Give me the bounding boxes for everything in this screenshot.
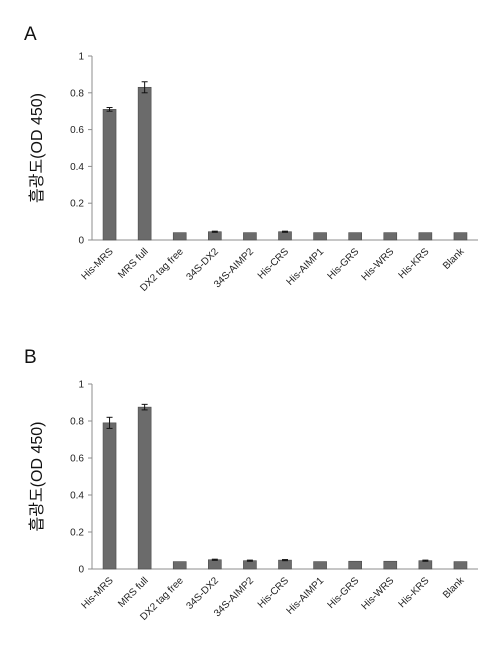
x-tick-label: Blank (441, 246, 467, 272)
x-tick-label: His-CRS (256, 246, 292, 282)
bar (383, 560, 398, 570)
bar (137, 406, 152, 570)
bar (137, 86, 152, 241)
y-tick-label: 1 (78, 52, 84, 63)
y-tick-label: 0.6 (70, 454, 84, 465)
y-tick-label: 1 (78, 380, 84, 391)
bar (102, 422, 117, 570)
bar (418, 560, 433, 570)
y-tick-label: 0.4 (70, 491, 84, 502)
y-tick-label: 0.8 (70, 417, 84, 428)
y-tick-label: 0.4 (70, 162, 84, 173)
x-tick-label: 34S-DX2 (184, 575, 221, 612)
x-tick-label: His-KRS (397, 246, 432, 281)
x-tick-label: His-MRS (80, 246, 116, 282)
x-tick-label: His-WRS (360, 246, 397, 283)
x-tick-label: His-CRS (256, 575, 292, 611)
x-tick-label: MRS full (116, 246, 151, 281)
bar (313, 232, 327, 241)
bar (418, 232, 433, 241)
bar (453, 561, 468, 570)
bar (208, 559, 222, 570)
y-tick-label: 0.2 (70, 528, 84, 539)
y-tick-label: 0.2 (70, 199, 84, 210)
bar (348, 232, 362, 241)
chart-panel-a: A 0 0.2 0.4 0.6 0.8 1 흡광도(OD 450) His-MRS MRS ful… (24, 24, 478, 294)
bar (172, 561, 187, 570)
x-tick-label: His-KRS (397, 575, 432, 610)
y-tick-label: 0 (78, 236, 84, 247)
bar (243, 232, 257, 241)
bar (453, 232, 468, 241)
x-tick-label: 34S-DX2 (184, 246, 221, 283)
x-tick-label: His-MRS (80, 575, 116, 611)
bar (278, 559, 292, 570)
bar (348, 560, 362, 570)
y-tick-label: 0.8 (70, 88, 84, 99)
x-tick-label: His-WRS (360, 575, 397, 612)
x-tick-label: His-AIMP1 (285, 246, 327, 288)
panel-letter: A (24, 24, 37, 45)
panel-letter: B (24, 347, 37, 368)
bar (278, 231, 292, 241)
x-tick-label: Blank (441, 575, 467, 601)
bar (102, 109, 117, 241)
chart-panel-b: B 0 0.2 0.4 0.6 0.8 1 흡광도(OD 450) His-MRS MRS ful… (24, 347, 478, 623)
x-tick-label: His-GRS (326, 246, 362, 282)
bar (383, 232, 398, 241)
y-tick-label: 0.6 (70, 125, 84, 136)
y-axis-label: 흡광도(OD 450) (28, 93, 46, 203)
x-tick-label: His-AIMP1 (285, 575, 327, 617)
x-tick-label: MRS full (116, 575, 151, 610)
y-axis-label: 흡광도(OD 450) (28, 422, 46, 532)
bar (172, 232, 187, 241)
bar (243, 560, 257, 570)
bar (313, 561, 327, 570)
bar (208, 231, 222, 241)
x-tick-label: His-GRS (326, 575, 362, 611)
y-tick-label: 0 (78, 565, 84, 576)
